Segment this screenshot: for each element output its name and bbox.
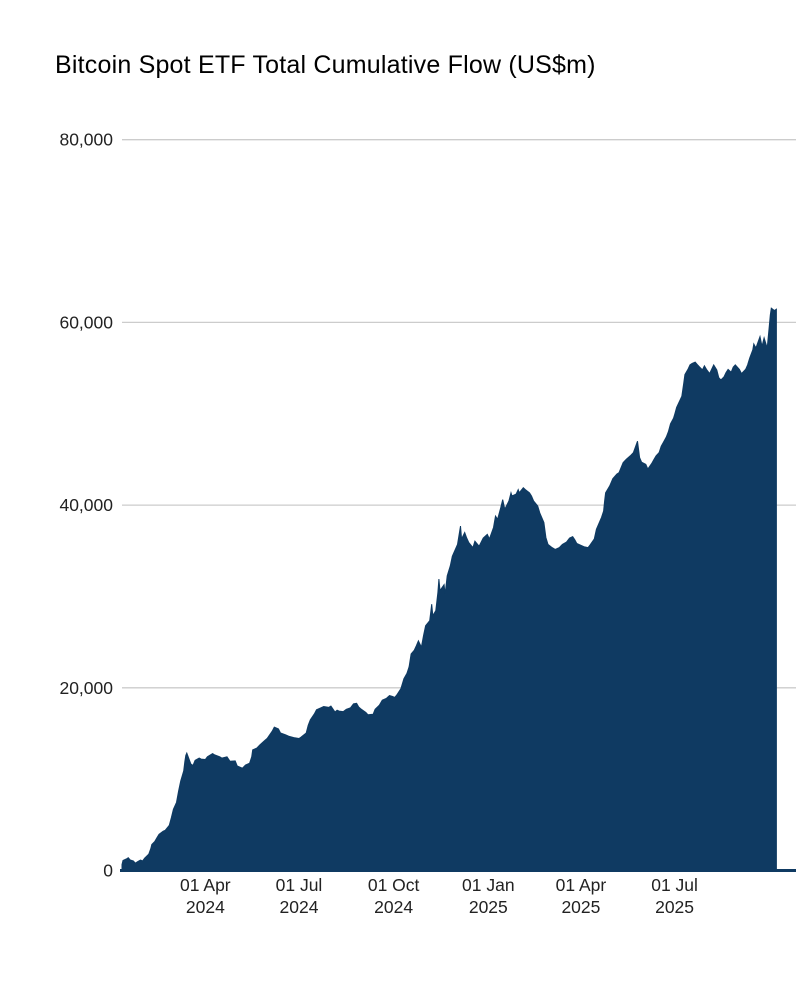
x-tick-label-line2: 2025 (469, 897, 508, 917)
x-tick-label-line1: 01 Jul (651, 875, 698, 895)
y-tick-label: 0 (103, 861, 113, 881)
x-tick-label-line2: 2024 (186, 897, 225, 917)
x-tick-label-line2: 2025 (561, 897, 600, 917)
x-tick-label-line1: 01 Jul (276, 875, 323, 895)
chart-title: Bitcoin Spot ETF Total Cumulative Flow (… (55, 51, 596, 79)
x-tick-label-line1: 01 Apr (180, 875, 231, 895)
x-tick-label-line2: 2024 (374, 897, 413, 917)
x-tick-label-line2: 2025 (655, 897, 694, 917)
y-tick-label: 20,000 (59, 678, 113, 698)
x-tick-label-line1: 01 Oct (368, 875, 420, 895)
y-tick-label: 80,000 (59, 130, 113, 150)
y-tick-label: 60,000 (59, 312, 113, 332)
y-tick-label: 40,000 (59, 495, 113, 515)
x-tick-label-line1: 01 Jan (462, 875, 515, 895)
cumulative-flow-area (121, 307, 777, 871)
x-tick-label-line2: 2024 (280, 897, 319, 917)
x-tick-label-line1: 01 Apr (556, 875, 607, 895)
y-axis-labels: 0 20,000 40,000 60,000 80,000 (59, 130, 113, 881)
